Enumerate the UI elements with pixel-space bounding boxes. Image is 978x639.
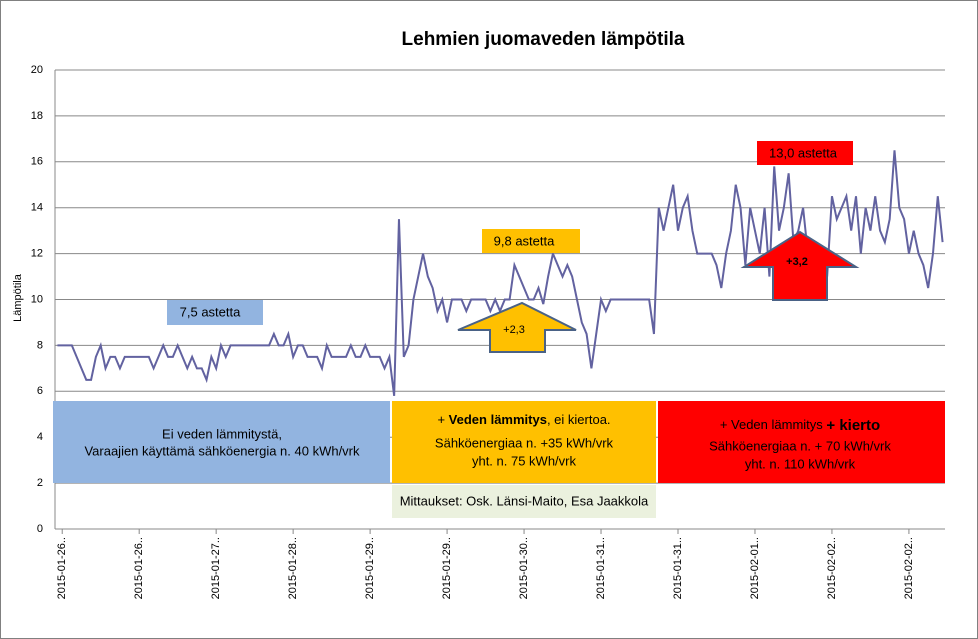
x-tick-label: 2015-01-29.. bbox=[441, 537, 453, 599]
x-tick-label: 2015-01-31.. bbox=[672, 537, 684, 599]
annotation: Varaajien käyttämä sähköenergia n. 40 kW… bbox=[84, 443, 360, 458]
y-tick-label: 4 bbox=[37, 431, 43, 443]
annotation: 9,8 astetta bbox=[494, 233, 555, 248]
chart-title: Lehmien juomaveden lämpötila bbox=[402, 29, 685, 50]
y-axis-label: Lämpötila bbox=[12, 273, 24, 322]
annotation: +3,2 bbox=[786, 256, 808, 268]
x-tick-label: 2015-02-02.. bbox=[903, 537, 915, 599]
annotation: + Veden lämmitys, ei kiertoa. bbox=[437, 412, 610, 427]
arrow bbox=[740, 230, 860, 301]
source-box bbox=[392, 485, 656, 518]
label-box bbox=[482, 229, 580, 253]
x-tick-label: 2015-02-02.. bbox=[826, 537, 838, 599]
y-tick-label: 10 bbox=[31, 293, 43, 305]
text: + bbox=[437, 412, 448, 427]
annotation: yht. n. 75 kWh/vrk bbox=[472, 453, 577, 468]
arrow bbox=[457, 301, 577, 353]
y-tick-label: 20 bbox=[31, 64, 43, 76]
annotation: yht. n. 110 kWh/vrk bbox=[745, 456, 856, 471]
label-box bbox=[167, 300, 263, 325]
phase-box bbox=[392, 401, 656, 483]
x-tick-label: 2015-01-28.. bbox=[287, 537, 299, 599]
annotation: Sähköenergiaa n. +35 kWh/vrk bbox=[435, 435, 614, 450]
y-tick-label: 2 bbox=[37, 477, 43, 489]
label-box bbox=[757, 141, 853, 165]
annotation: 7,5 astetta bbox=[180, 304, 241, 319]
x-tick-label: 2015-01-29.. bbox=[364, 537, 376, 599]
x-tick-label: 2015-01-31.. bbox=[595, 537, 607, 599]
y-tick-label: 6 bbox=[37, 385, 43, 397]
y-tick-label: 16 bbox=[31, 156, 43, 168]
source: Mittaukset: Osk. Länsi-Maito, Esa Jaakko… bbox=[400, 493, 649, 508]
phase-box bbox=[658, 401, 945, 483]
y-tick-label: 0 bbox=[37, 523, 43, 535]
phase-box bbox=[53, 401, 390, 483]
annotation: Sähköenergiaa n. + 70 kWh/vrk bbox=[709, 438, 891, 453]
y-tick-label: 12 bbox=[31, 248, 43, 260]
text: + kierto bbox=[826, 417, 880, 434]
annotation: + Veden lämmitys + kierto bbox=[720, 417, 880, 434]
y-tick-label: 8 bbox=[37, 339, 43, 351]
y-tick-label: 18 bbox=[31, 110, 43, 122]
y-tick-label: 14 bbox=[31, 202, 43, 214]
text: Veden lämmitys bbox=[449, 412, 547, 427]
text: , ei kiertoa. bbox=[547, 412, 611, 427]
annotation: +2,3 bbox=[503, 324, 525, 336]
x-tick-label: 2015-01-26.. bbox=[56, 537, 68, 599]
text: + Veden lämmitys bbox=[720, 417, 827, 432]
x-tick-label: 2015-01-27.. bbox=[210, 537, 222, 599]
x-tick-label: 2015-02-01.. bbox=[749, 537, 761, 599]
annotation: 13,0 astetta bbox=[769, 145, 838, 160]
annotation: Ei veden lämmitystä, bbox=[162, 426, 282, 441]
x-tick-label: 2015-01-26.. bbox=[133, 537, 145, 599]
x-tick-label: 2015-01-30.. bbox=[518, 537, 530, 599]
